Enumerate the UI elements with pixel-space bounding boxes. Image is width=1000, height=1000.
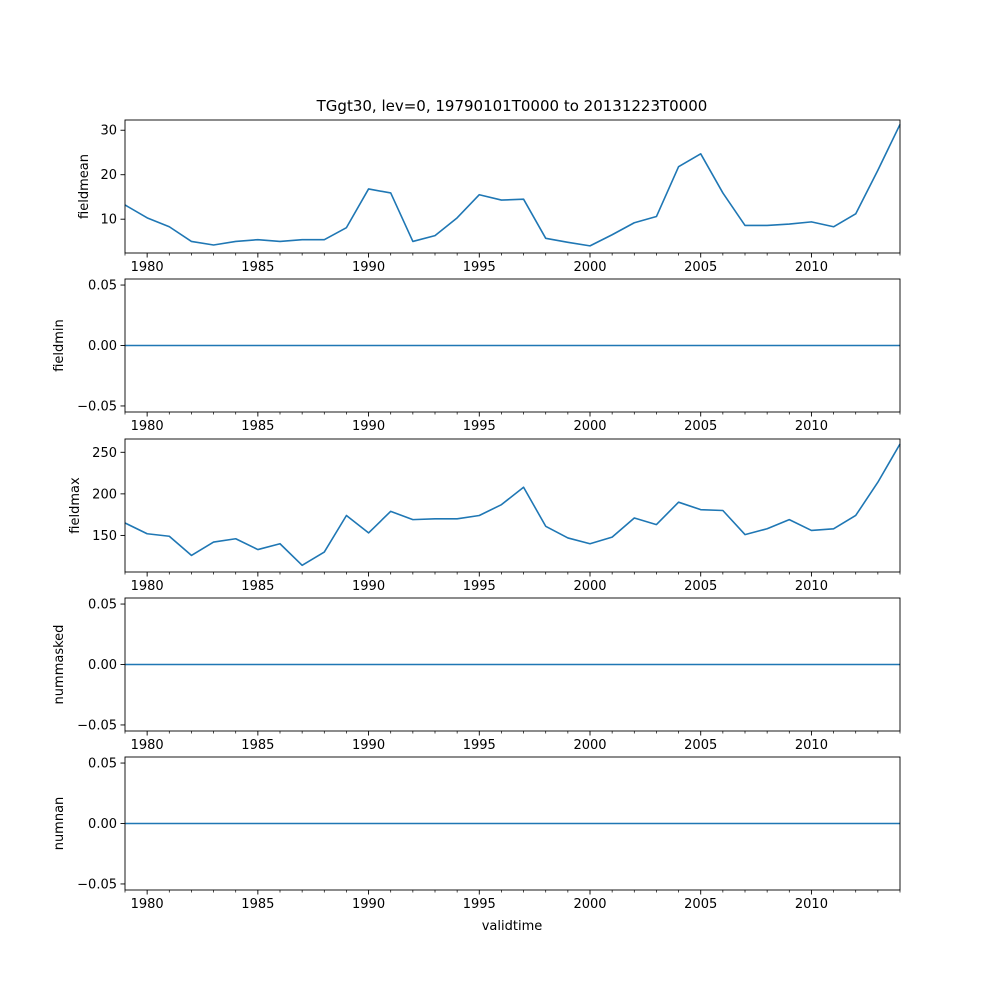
- panel-fieldmax-y-tick-label: 250: [92, 446, 117, 461]
- panel-numnan-x-tick-label: 1980: [131, 897, 164, 912]
- panel-fieldmean-axes-frame: [124, 119, 901, 254]
- panel-fieldmin-y-tick-label: −0.05: [77, 399, 117, 414]
- panel-nummasked-y-tick-label: 0.00: [88, 658, 117, 673]
- panel-nummasked-x-tick-label: 1980: [131, 738, 164, 753]
- panel-fieldmax-x-tick-label: 2005: [684, 579, 717, 594]
- panel-fieldmax-y-axis-label: fieldmax: [68, 477, 83, 534]
- subplot-panels: 1980 1985 1990 1995 2000 2005 2010102030fieldm…: [52, 119, 901, 912]
- panel-fieldmean-x-tick-label: 2000: [573, 260, 606, 275]
- panel-fieldmin-x-tick-label: 1995: [463, 419, 496, 434]
- panel-numnan-x-tick-label: 1990: [352, 897, 385, 912]
- panel-nummasked-x-tick-label: 2010: [795, 738, 828, 753]
- panel-nummasked-y-tick-label: 0.05: [88, 598, 117, 613]
- panel-fieldmin-x-tick-label: 2010: [795, 419, 828, 434]
- panel-nummasked-x-tick-label: 2000: [573, 738, 606, 753]
- panel-numnan-y-tick-label: 0.00: [88, 817, 117, 832]
- panel-fieldmean-x-tick-label: 1985: [241, 260, 274, 275]
- panel-fieldmean-x-tick-label: 1990: [352, 260, 385, 275]
- panel-fieldmax-y-tick-label: 200: [92, 487, 117, 502]
- panel-fieldmean-x-tick-label: 2010: [795, 260, 828, 275]
- panel-nummasked-x-tick-label: 1990: [352, 738, 385, 753]
- panel-numnan-x-tick-label: 2005: [684, 897, 717, 912]
- panel-numnan-x-tick-label: 2000: [573, 897, 606, 912]
- panel-fieldmin-y-tick-label: 0.05: [88, 279, 117, 294]
- panel-fieldmax-x-tick-label: 1995: [463, 579, 496, 594]
- panel-nummasked-y-axis-label: nummasked: [52, 625, 67, 705]
- panel-fieldmin-x-tick-label: 1980: [131, 419, 164, 434]
- panel-fieldmax-x-tick-label: 2010: [795, 579, 828, 594]
- panel-fieldmin-y-tick-label: 0.00: [88, 339, 117, 354]
- panel-fieldmin-y-axis-label: fieldmin: [52, 319, 67, 372]
- panel-fieldmin-x-tick-label: 2005: [684, 419, 717, 434]
- panel-fieldmean-x-tick-label: 1995: [463, 260, 496, 275]
- panel-fieldmin-x-tick-label: 1990: [352, 419, 385, 434]
- panel-fieldmean-y-tick-label: 30: [100, 124, 117, 139]
- panel-fieldmean-y-tick-label: 20: [100, 168, 117, 183]
- panel-fieldmax-axes-frame: [124, 438, 901, 573]
- x-axis-label: validtime: [482, 919, 543, 934]
- panel-fieldmax-y-tick-label: 150: [92, 529, 117, 544]
- panel-fieldmax-x-tick-label: 2000: [573, 579, 606, 594]
- panel-nummasked-x-tick-label: 2005: [684, 738, 717, 753]
- panel-fieldmean-y-tick-label: 10: [100, 213, 117, 228]
- panel-numnan-y-tick-label: −0.05: [77, 877, 117, 892]
- panel-fieldmean-x-tick-label: 2005: [684, 260, 717, 275]
- panel-fieldmax-x-tick-label: 1985: [241, 579, 274, 594]
- panel-fieldmax-x-tick-label: 1980: [131, 579, 164, 594]
- panel-fieldmean-series-line: [124, 124, 901, 247]
- panel-numnan-y-tick-label: 0.05: [88, 757, 117, 772]
- panel-numnan-x-tick-label: 2010: [795, 897, 828, 912]
- panel-numnan-x-tick-label: 1985: [241, 897, 274, 912]
- chart-title: TGgt30, lev=0, 19790101T0000 to 20131223…: [316, 97, 708, 115]
- panel-numnan-y-axis-label: numnan: [52, 797, 67, 851]
- panel-fieldmin-x-tick-label: 2000: [573, 419, 606, 434]
- panel-fieldmean-y-axis-label: fieldmean: [77, 154, 92, 219]
- panel-nummasked-x-tick-label: 1985: [241, 738, 274, 753]
- panel-numnan-x-tick-label: 1995: [463, 897, 496, 912]
- panel-nummasked-x-tick-label: 1995: [463, 738, 496, 753]
- panel-fieldmax-series-line: [124, 443, 901, 567]
- panel-nummasked-y-tick-label: −0.05: [77, 718, 117, 733]
- panel-fieldmin-x-tick-label: 1985: [241, 419, 274, 434]
- panel-fieldmean-x-tick-label: 1980: [131, 260, 164, 275]
- panel-fieldmax-x-tick-label: 1990: [352, 579, 385, 594]
